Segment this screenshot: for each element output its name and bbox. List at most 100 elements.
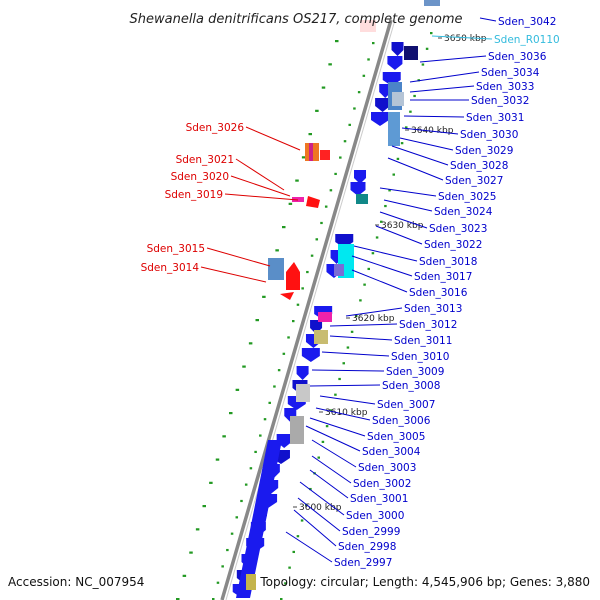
forward-gene-arrow: [301, 348, 320, 362]
outer-dot-ring: [301, 156, 306, 159]
outer-dot-ring: [262, 295, 266, 298]
kbp-tick-label: 3630 kbp: [381, 221, 424, 231]
gene-block: [388, 112, 400, 146]
gene-label-sden_3036: Sden_3036: [488, 51, 547, 63]
ruler-dots: [425, 47, 429, 50]
label-leader-line: [375, 225, 423, 245]
inner-dot-ring: [221, 565, 224, 568]
ruler-dots: [300, 519, 304, 522]
gene-block: [296, 384, 310, 402]
ruler-dots: [413, 94, 416, 98]
inner-dot-ring: [226, 548, 229, 552]
reverse-gene-block: [360, 20, 376, 32]
label-leader-line: [401, 127, 459, 135]
topology-text: Topology: circular; Length: 4,545,906 bp…: [259, 575, 590, 589]
ruler-dots: [359, 299, 362, 302]
gene-block: [334, 264, 344, 276]
outer-dot-ring: [275, 249, 279, 252]
inner-dot-ring: [315, 238, 319, 241]
ruler-dots: [321, 440, 325, 443]
label-leader-line: [387, 157, 444, 181]
gene-label-sden_3009: Sden_3009: [386, 366, 444, 378]
gene-block: [404, 46, 418, 60]
kbp-tick-label: 3650 kbp: [444, 34, 487, 44]
label-leader-line: [409, 71, 480, 83]
outer-dot-ring: [315, 109, 319, 112]
gene-label-sden_3042: Sden_3042: [498, 16, 556, 28]
inner-dot-ring: [212, 598, 215, 600]
inner-dot-ring: [259, 434, 262, 437]
ruler-dots: [317, 456, 320, 459]
label-leader-line: [351, 269, 408, 293]
gene-label-sden_2998: Sden_2998: [338, 541, 396, 553]
inner-dot-ring: [367, 58, 370, 61]
outer-dot-ring: [235, 388, 240, 391]
ruler-dots: [380, 220, 383, 223]
ruler-dots: [292, 550, 295, 554]
ruler-dots: [342, 362, 345, 365]
forward-gene-arrow: [350, 182, 366, 196]
inner-dot-ring: [287, 336, 290, 339]
inner-dot-ring: [282, 352, 286, 355]
outer-dot-ring: [248, 342, 253, 345]
label-leader-line: [230, 175, 291, 197]
inner-dot-ring: [263, 418, 267, 421]
label-leader-line: [409, 85, 475, 93]
outer-dot-ring: [308, 133, 312, 136]
inner-dot-ring: [216, 581, 220, 584]
label-leader-line: [379, 187, 437, 197]
outer-dot-ring: [295, 179, 299, 182]
gene-label-sden_3018: Sden_3018: [419, 256, 477, 268]
gene-label-sden_3031: Sden_3031: [466, 112, 524, 124]
reverse-gene-block: [268, 258, 284, 280]
inner-dot-ring: [339, 156, 342, 159]
inner-dot-ring: [268, 401, 271, 404]
outer-dot-ring: [222, 435, 226, 438]
gene-label-sden_3022: Sden_3022: [424, 239, 482, 251]
gene-label-sden_3014: Sden_3014: [141, 262, 200, 274]
gene-label-sden_3025: Sden_3025: [438, 191, 496, 203]
gene-label-sden_3006: Sden_3006: [372, 415, 431, 427]
ruler-dots: [363, 283, 366, 286]
label-leader-line: [353, 245, 418, 262]
outer-dot-ring: [255, 319, 259, 322]
forward-gene-arrow: [391, 42, 404, 56]
gene-label-sden_2999: Sden_2999: [342, 526, 400, 538]
outer-dot-ring: [229, 412, 233, 415]
inner-dot-ring: [254, 450, 257, 454]
ruler-dots: [371, 252, 375, 255]
inner-dot-ring: [244, 483, 248, 486]
outer-dot-ring: [282, 226, 286, 229]
forward-gene-arrow: [375, 98, 391, 112]
ruler-dots: [346, 346, 350, 349]
inner-dot-ring: [324, 205, 328, 208]
label-leader-line: [309, 384, 381, 387]
ruler-dots: [280, 598, 283, 600]
gene-label-sden_3002: Sden_3002: [353, 478, 411, 490]
gene-label-sden_3016: Sden_3016: [409, 287, 468, 299]
gene-label-sden_3001: Sden_3001: [350, 493, 408, 505]
label-leader-line: [383, 199, 433, 212]
inner-dot-ring: [329, 189, 333, 192]
ruler-dots: [430, 32, 433, 35]
inner-dot-ring: [230, 532, 234, 535]
ruler-dots: [392, 173, 395, 176]
label-leader-line: [399, 137, 454, 151]
gene-label-sden_3004: Sden_3004: [362, 446, 421, 458]
ruler-dots: [325, 425, 329, 428]
reverse-gene-arrow: [280, 292, 294, 300]
gene-label-sden_3028: Sden_3028: [450, 160, 508, 172]
gene-label-sden_3007: Sden_3007: [377, 399, 435, 411]
label-leader-line: [379, 211, 428, 229]
ruler-dots: [284, 582, 287, 585]
ruler-dots: [296, 535, 300, 538]
outer-dot-ring: [189, 551, 193, 554]
gene-label-sden_3034: Sden_3034: [481, 67, 540, 79]
forward-gene-block: [252, 440, 282, 520]
reverse-gene-arrow: [286, 262, 300, 290]
reverse-gene-arrow: [320, 150, 330, 160]
gene-label-sden_3027: Sden_3027: [445, 175, 503, 187]
kbp-tick-label: 3600 kbp: [299, 503, 342, 513]
ruler-dots: [400, 142, 404, 145]
